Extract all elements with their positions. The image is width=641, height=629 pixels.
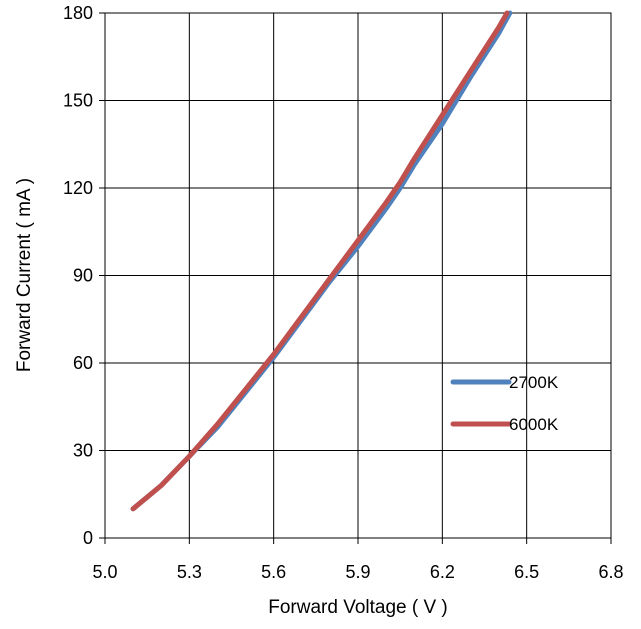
- y-axis-title: Forward Current ( mA ): [14, 178, 35, 372]
- x-tick-label: 5.0: [92, 562, 117, 582]
- gridlines: [99, 12, 612, 544]
- x-tick-label: 6.2: [430, 562, 455, 582]
- series-lines: [130, 10, 513, 512]
- y-tick-label: 150: [63, 91, 93, 111]
- y-tick-label: 90: [73, 266, 93, 286]
- y-tick-label: 0: [83, 528, 93, 548]
- x-tick-label: 5.9: [345, 562, 370, 582]
- y-tick-label: 60: [73, 353, 93, 373]
- x-tick-label: 6.5: [514, 562, 539, 582]
- y-tick-label: 120: [63, 178, 93, 198]
- x-axis-title: Forward Voltage ( V ): [268, 597, 448, 618]
- y-tick-label: 30: [73, 441, 93, 461]
- series-line-6000k: [130, 10, 510, 512]
- legend: 2700K 6000K: [450, 373, 559, 434]
- tick-labels: 0 30 60 90 120 150 180 5.0 5.3 5.6 5.9 6.2 6.5 6.8: [63, 3, 624, 582]
- legend-label: 6000K: [509, 415, 559, 434]
- x-tick-label: 5.3: [177, 562, 202, 582]
- x-tick-label: 6.8: [598, 562, 623, 582]
- x-tick-label: 5.6: [261, 562, 286, 582]
- plot-border: [104, 12, 612, 539]
- legend-label: 2700K: [509, 373, 559, 392]
- y-tick-label: 180: [63, 3, 93, 23]
